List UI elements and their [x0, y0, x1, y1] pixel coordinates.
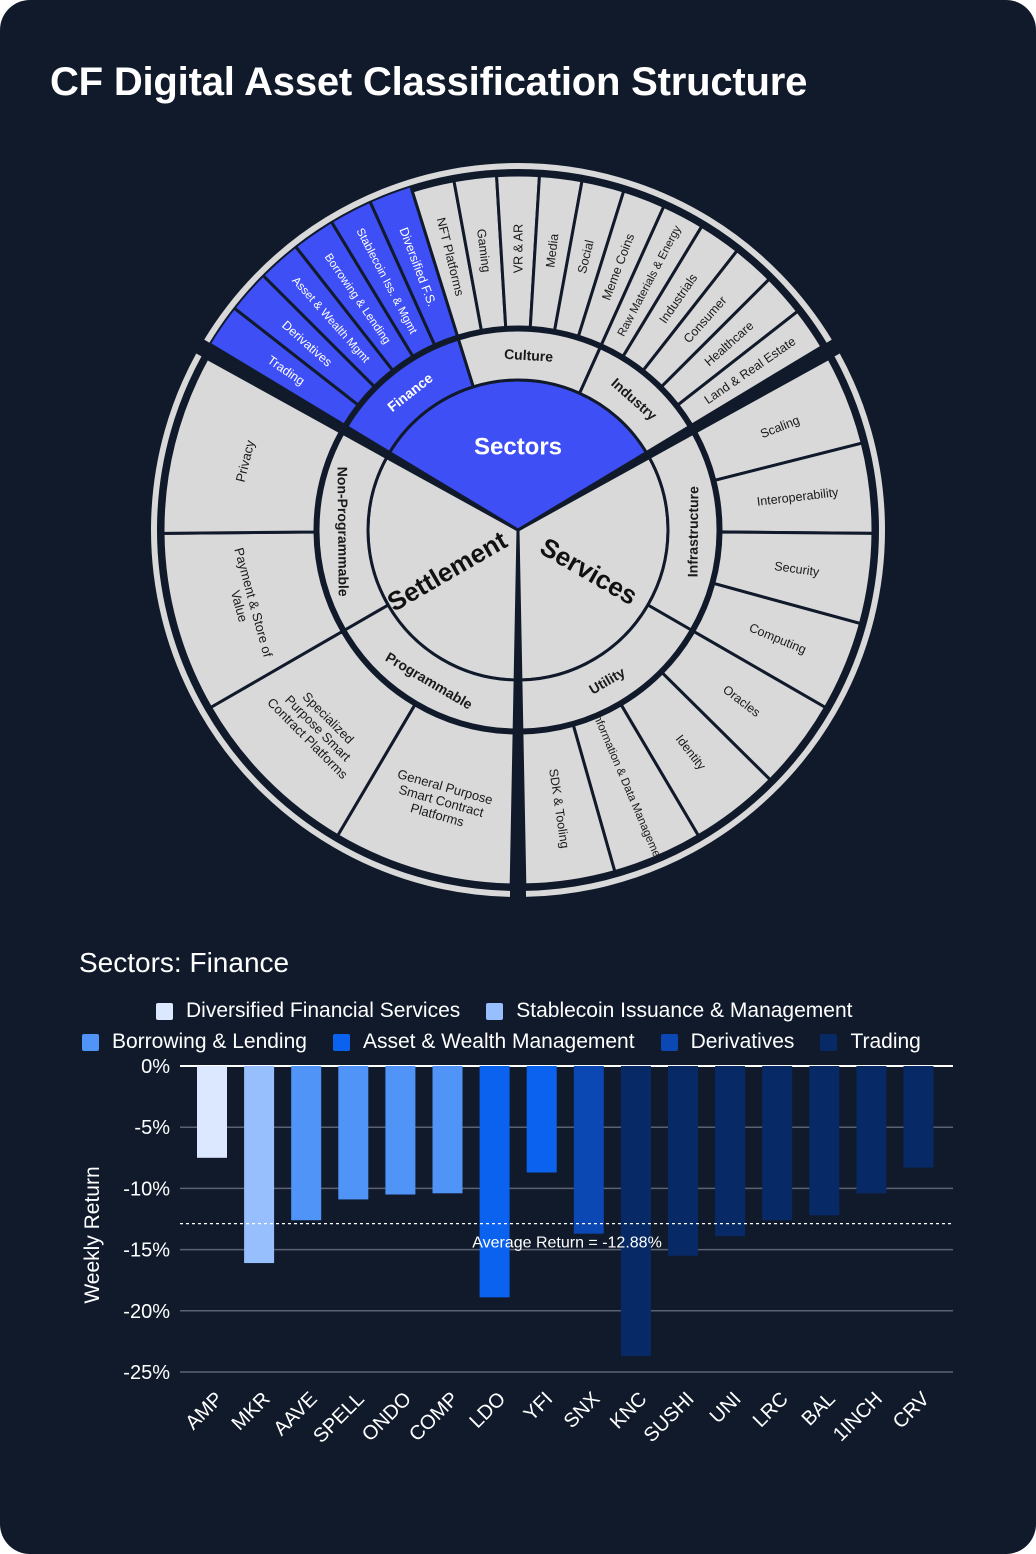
- x-tick-label: SUSHI: [640, 1388, 699, 1447]
- legend-label: Diversified Financial Services: [186, 999, 461, 1022]
- x-tick-label: MKR: [228, 1388, 275, 1435]
- bar-bal: [809, 1066, 840, 1216]
- subsector-land-real-estate: [675, 309, 825, 428]
- bar-1inch: [856, 1066, 887, 1194]
- svg-text:VR & AR: VR & AR: [511, 224, 525, 273]
- sectors-group-outer-ring: [201, 160, 835, 346]
- y-tick-label: 0%: [141, 1056, 170, 1078]
- legend-swatch: [486, 1002, 504, 1020]
- bar-sushi: [668, 1066, 698, 1256]
- subsector-sdk-tooling: [520, 723, 617, 887]
- legend-label: Stablecoin Issuance & Management: [516, 999, 853, 1022]
- industry-infrastructure-label: Infrastructure: [684, 486, 701, 577]
- bar-crv: [903, 1066, 934, 1168]
- average-label: Average Return = -12.88%: [472, 1235, 662, 1252]
- bar-knc: [620, 1066, 651, 1357]
- legend-label: Borrowing & Lending: [112, 1030, 307, 1053]
- legend-swatch: [156, 1002, 173, 1020]
- bar-chart: 0% -5% -10% -15% -20% -25% Weekly Return AMP MKR…: [81, 1056, 953, 1448]
- x-tick-label: UNI: [706, 1388, 746, 1428]
- page-title: CF Digital Asset Classification Structur…: [50, 60, 808, 104]
- industry-industry: [577, 345, 692, 455]
- x-tick-label: CRV: [889, 1388, 935, 1434]
- industry-non-programmable: [316, 431, 391, 633]
- bar-snx: [573, 1066, 604, 1234]
- x-tick-label: YFI: [520, 1388, 558, 1426]
- settlement-group-outer-ring: [149, 350, 513, 899]
- y-tick-label: -25%: [123, 1362, 170, 1384]
- subsector-vr-ar-label: VR & AR: [511, 224, 525, 273]
- y-tick-label: -15%: [123, 1240, 170, 1262]
- x-tick-label: LDO: [465, 1388, 510, 1433]
- svg-text:Sectors: Sectors: [474, 433, 562, 460]
- svg-text:Media: Media: [543, 233, 561, 269]
- services-group-outer-ring: [523, 350, 887, 899]
- sectors-group-label: Sectors: [474, 433, 562, 460]
- legend-item-derivatives: Derivatives: [660, 1030, 795, 1054]
- x-tick-label: COMP: [405, 1388, 463, 1446]
- legend-item-stablecoin-issuance-management: Stablecoin Issuance & Management: [486, 999, 852, 1023]
- legend-item-borrowing-lending: Borrowing & Lending: [82, 1030, 307, 1054]
- svg-text:Culture: Culture: [504, 346, 554, 365]
- y-tick-label: -20%: [123, 1301, 170, 1323]
- bar-spell: [338, 1066, 369, 1200]
- y-tick-label: -5%: [134, 1117, 170, 1139]
- legend-swatch: [82, 1033, 99, 1051]
- legend-label: Trading: [850, 1030, 921, 1053]
- legend-swatch: [660, 1033, 678, 1051]
- x-tick-label: LRC: [749, 1388, 793, 1432]
- y-axis-title: Weekly Return: [81, 1166, 104, 1303]
- svg-text:Infrastructure: Infrastructure: [684, 486, 701, 577]
- x-tick-label: AMP: [181, 1388, 227, 1434]
- legend-swatch: [820, 1033, 838, 1051]
- chart-legend-row-1: Diversified Financial Services Stablecoin…: [156, 999, 852, 1023]
- x-tick-label: SNX: [560, 1388, 605, 1433]
- legend-label: Derivatives: [690, 1030, 795, 1053]
- subsector-privacy: [161, 356, 343, 535]
- industry-utility: [519, 602, 694, 732]
- bar-ldo: [479, 1066, 510, 1298]
- bar-ondo: [385, 1066, 416, 1195]
- bar-comp: [432, 1066, 463, 1194]
- bar-aave: [291, 1066, 322, 1221]
- y-tick-label: -10%: [123, 1178, 170, 1200]
- chart-title: Sectors: Finance: [79, 947, 290, 978]
- svg-text:Security: Security: [773, 559, 820, 579]
- legend-item-diversified-financial-services: Diversified Financial Services: [156, 999, 460, 1023]
- x-tick-label: 1INCH: [829, 1388, 887, 1446]
- subsector-gaming-label: Gaming: [474, 228, 493, 273]
- bar-mkr: [244, 1066, 275, 1264]
- legend-swatch: [332, 1033, 350, 1051]
- svg-text:Non-Programmable: Non-Programmable: [334, 467, 351, 597]
- legend-item-asset-wealth-management: Asset & Wealth Management: [332, 1030, 635, 1054]
- bar-lrc: [762, 1066, 793, 1221]
- legend-item-trading: Trading: [820, 1030, 921, 1054]
- bar-yfi: [526, 1066, 557, 1173]
- chart-legend-row-2: Borrowing & Lending Asset & Wealth Manage…: [82, 1030, 921, 1054]
- bar-amp: [197, 1066, 227, 1158]
- x-tick-label: SPELL: [309, 1388, 369, 1448]
- bar-uni: [715, 1066, 746, 1237]
- subsector-security-label: Security: [773, 559, 820, 579]
- x-tick-label: ONDO: [358, 1388, 416, 1446]
- x-tick-label: BAL: [798, 1388, 840, 1430]
- legend-label: Asset & Wealth Management: [362, 1030, 635, 1053]
- subsector-media-label: Media: [543, 233, 561, 269]
- svg-text:Gaming: Gaming: [474, 228, 493, 273]
- industry-culture-label: Culture: [504, 346, 554, 365]
- industry-non-programmable-label: Non-Programmable: [334, 467, 351, 597]
